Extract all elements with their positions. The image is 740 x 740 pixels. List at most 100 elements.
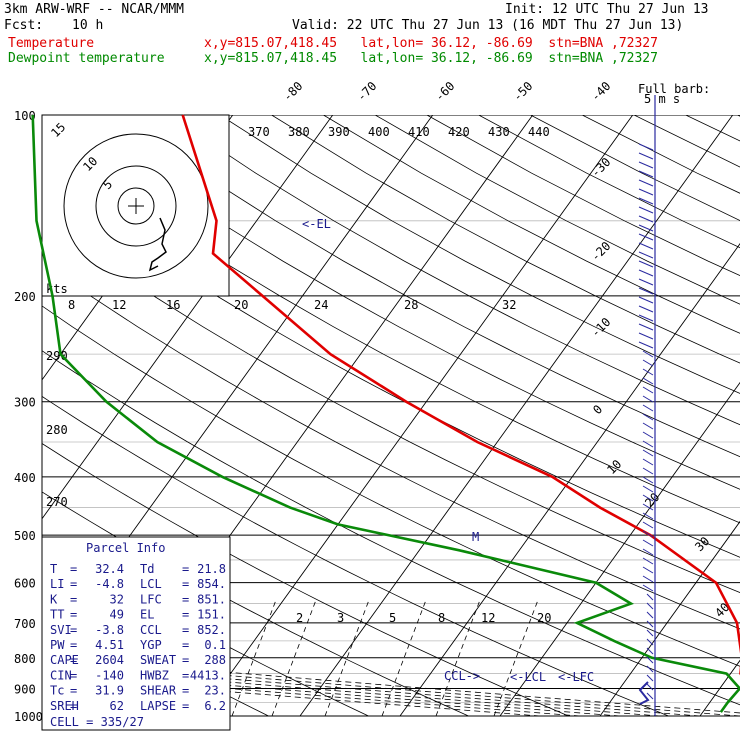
isotherm-line (199, 115, 634, 717)
pressure-label: 100 (14, 109, 36, 123)
parcel-equals: = (182, 638, 189, 652)
wind-barb (638, 143, 654, 151)
wind-barb (638, 287, 654, 295)
isotherm-label: -40 (588, 79, 613, 104)
wind-barb (642, 350, 654, 358)
parcel-value: 852. (197, 623, 226, 637)
wind-barb (638, 332, 654, 340)
wind-barb (638, 242, 654, 250)
wind-barb (638, 170, 654, 178)
parcel-key: CAPE (50, 653, 79, 667)
wind-speed-label: 32 (502, 298, 516, 312)
wind-barb (638, 152, 654, 160)
wind-barb (638, 197, 654, 205)
parcel-key: PW (50, 638, 65, 652)
theta-label: 270 (46, 495, 68, 509)
mixing-ratio-label: 8 (438, 611, 445, 625)
wind-barb (642, 485, 654, 493)
mixing-ratio-label: 2 (296, 611, 303, 625)
parcel-equals: = (70, 684, 77, 698)
pressure-label: 300 (14, 396, 36, 410)
parcel-key: SVI (50, 623, 72, 637)
parcel-equals: = (182, 653, 189, 667)
wind-barb (642, 467, 654, 475)
parcel-value: 0.1 (204, 638, 226, 652)
parcel-value: -3.8 (95, 623, 124, 637)
wind-barb (646, 611, 654, 619)
wind-barb (646, 683, 654, 691)
wind-barb (638, 215, 654, 223)
isotherm-label: -60 (432, 79, 457, 104)
dry-adiabat (633, 115, 740, 168)
mixing-ratio-line (381, 599, 427, 717)
wind-speed-label: 24 (314, 298, 328, 312)
wind-barb (638, 188, 654, 196)
forecast-label: Fcst: (4, 18, 44, 33)
pressure-label: 200 (14, 290, 36, 304)
parcel-equals: = (182, 668, 189, 682)
parcel-equals: = (70, 608, 77, 622)
theta-label: 400 (368, 125, 390, 139)
temperature-location: x,y=815.07,418.45 lat,lon= 36.12, -86.69… (204, 36, 658, 51)
valid-time: Valid: 22 UTC Thu 27 Jun 13 (16 MDT Thu … (292, 18, 684, 33)
pressure-label: 900 (14, 682, 36, 696)
hodograph-trace (148, 217, 167, 272)
parcel-key: EL (140, 608, 154, 622)
parcel-value: -140 (95, 668, 124, 682)
temperature-line (181, 114, 740, 676)
wind-barb (638, 296, 654, 304)
wind-barb (646, 665, 654, 673)
parcel-key: LFC (140, 592, 162, 606)
dry-adiabat (64, 115, 740, 490)
wind-barb (646, 638, 654, 646)
theta-label: 370 (248, 125, 270, 139)
lfc-marker: <-LFC (558, 670, 594, 684)
wind-barb (638, 681, 650, 705)
wind-barb (642, 404, 654, 412)
parcel-value: 31.9 (95, 684, 124, 698)
wind-barb (642, 449, 654, 457)
parcel-equals: = (182, 608, 189, 622)
parcel-equals: = (182, 577, 189, 591)
parcel-value: 21.8 (197, 562, 226, 576)
parcel-cell: CELL = 335/27 (50, 715, 144, 729)
isotherm-label: -30 (588, 155, 613, 180)
wind-barb (646, 692, 654, 700)
wind-barb (646, 656, 654, 664)
mixing-ratio-label: 20 (537, 611, 551, 625)
parcel-key: T (50, 562, 57, 576)
moist-adiabat (42, 659, 740, 717)
parcel-key: SREH (50, 699, 79, 713)
mixing-ratio-label: 3 (337, 611, 344, 625)
wind-barb (642, 530, 654, 538)
dry-adiabat (42, 219, 740, 593)
parcel-value: 4413. (190, 668, 226, 682)
theta-label: 290 (46, 349, 68, 363)
theta-label: 420 (448, 125, 470, 139)
forecast-hour: 10 h (72, 18, 104, 33)
el-marker: <-EL (302, 217, 331, 231)
parcel-value: 2604 (95, 653, 124, 667)
wind-barb (642, 413, 654, 421)
parcel-equals: = (182, 592, 189, 606)
wind-barb (638, 305, 654, 313)
dry-adiabat (42, 305, 740, 667)
parcel-equals: = (70, 653, 77, 667)
hodograph-ring (95, 165, 177, 247)
parcel-value: 151. (197, 608, 226, 622)
dry-adiabat (42, 395, 669, 717)
isotherm-label: 10 (604, 457, 624, 477)
pressure-label: 500 (14, 529, 36, 543)
wind-barb (642, 575, 654, 583)
parcel-value: 49 (110, 608, 124, 622)
wind-barb (642, 557, 654, 565)
parcel-value: 32 (110, 592, 124, 606)
mixing-ratio-line (231, 599, 277, 717)
theta-label: 390 (328, 125, 350, 139)
wind-barb (642, 395, 654, 403)
dewpoint-line (31, 114, 740, 713)
pressure-label: 700 (14, 617, 36, 631)
parcel-key: LCL (140, 577, 162, 591)
wind-barb (638, 278, 654, 286)
isotherm-label: -70 (354, 79, 379, 104)
